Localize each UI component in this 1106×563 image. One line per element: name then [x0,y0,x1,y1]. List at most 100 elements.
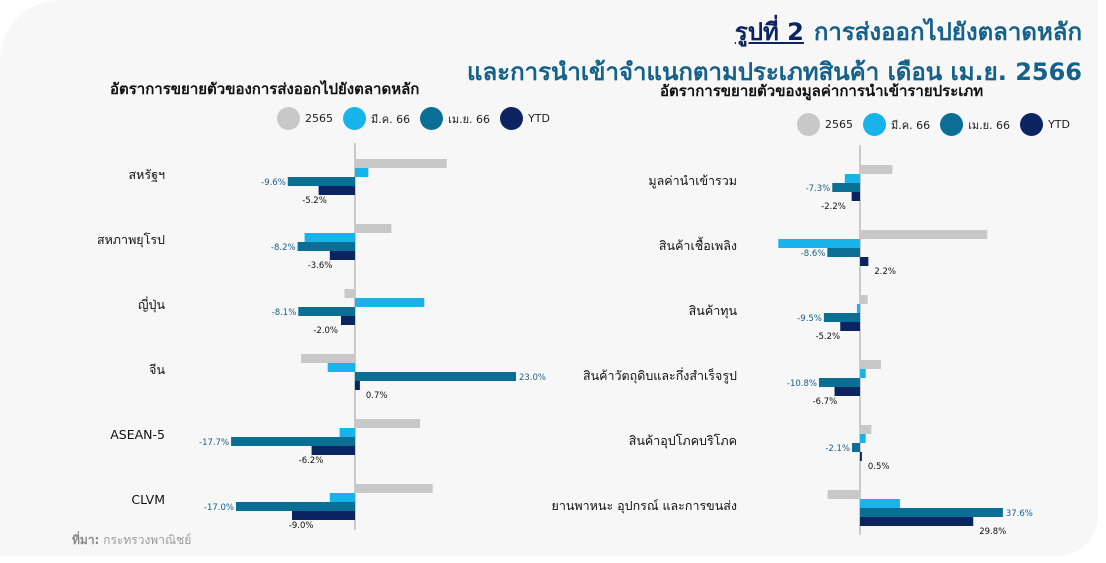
left-bar [355,372,516,381]
legend-swatch [500,107,524,130]
left-bar [355,419,421,428]
legend-swatch [863,113,886,136]
right-bar [860,360,881,369]
left-bar [341,316,355,325]
right-bar [827,490,860,499]
legend-item-mar66: มี.ค. 66 [863,113,930,136]
right-category-label: ยานพาหนะ อุปกรณ์ และการขนส่ง [552,498,737,514]
left-bar [355,298,425,307]
figure-title: รูปที่ 2 การส่งออกไปยังตลาดหลัก และการนำเ… [467,12,1082,91]
left-bar [339,428,355,437]
right-data-label: -10.8% [787,379,817,389]
legend-label: YTD [1048,118,1070,131]
right-bar [840,322,860,331]
right-data-label: 37.6% [1006,509,1033,519]
legend-swatch [940,113,964,136]
left-bar [355,381,360,390]
left-category-label: ญี่ปุ่น [138,296,166,313]
left-data-label: 23.0% [519,373,546,383]
left-chart-title: อัตราการขยายตัวของการส่งออกไปยังตลาดหลัก [110,80,420,98]
left-bar [287,177,355,186]
left-data-label: -3.6% [308,261,333,271]
legend-label: 2565 [825,118,853,131]
right-data-label: -7.3% [806,184,831,194]
right-bar [860,508,1003,517]
left-data-label: -9.6% [261,178,286,188]
legend-item-ytd: YTD [500,107,550,130]
legend-label: มี.ค. 66 [371,112,411,126]
right-bar [860,434,866,443]
left-data-label: -17.0% [204,503,234,513]
left-bar [355,484,433,493]
legend-item-mar66: มี.ค. 66 [343,107,410,130]
left-data-label: -2.0% [313,326,338,336]
right-bar [860,165,893,174]
left-category-label: สหรัฐฯ [129,167,166,182]
left-bar [301,354,355,363]
right-bar [860,369,866,378]
legend-swatch [420,107,444,130]
legend-item-ytd: YTD [1020,113,1070,136]
right-data-label: 2.2% [874,267,896,277]
right-bar [818,378,860,387]
right-bar [832,183,860,192]
right-chart-title: อัตราการขยายตัวของมูลค่าการนำเข้ารายประเ… [660,82,984,100]
source-note: ที่มา: กระทรวงพาณิชย์ [72,531,191,550]
legend-item-2565: 2565 [797,113,853,136]
right-category-label: สินค้าทุน [689,303,738,319]
right-bar [851,192,860,201]
right-bar [856,304,860,313]
title-text-line1: การส่งออกไปยังตลาดหลัก [813,18,1082,46]
left-category-label: CLVM [131,492,165,507]
left-bar [344,289,355,298]
left-bar [329,251,355,260]
left-bar [355,159,447,168]
right-bar [844,174,860,183]
left-data-label: -8.1% [272,308,297,318]
left-bar [355,224,392,233]
legend-swatch [797,113,820,136]
right-category-label: สินค้าอุปโภคบริโภค [629,433,737,449]
right-bar [778,239,860,248]
left-bar [355,168,369,177]
right-bar [860,425,872,434]
right-data-label: -6.7% [813,397,838,407]
legend-label: เม.ย. 66 [968,118,1011,132]
left-bar [318,186,355,195]
right-bar [852,443,860,452]
right-data-label: -2.1% [825,444,850,454]
legend-label: มี.ค. 66 [891,118,931,132]
left-category-label: ASEAN-5 [110,427,165,442]
figure-label: รูปที่ 2 [734,18,804,46]
left-data-label: -8.2% [271,243,296,253]
right-bar [834,387,860,396]
left-data-label: -5.2% [302,196,327,206]
legend-swatch [1020,113,1044,136]
left-bar [231,437,355,446]
right-data-label: -2.2% [821,202,846,212]
left-bar [297,242,355,251]
legend-item-apr66: เม.ย. 66 [420,107,490,130]
right-data-label: 29.8% [979,527,1006,537]
right-bar [860,499,900,508]
figure-title-line1: รูปที่ 2 การส่งออกไปยังตลาดหลัก [467,12,1082,51]
right-bar [823,313,860,322]
legend-label: YTD [528,112,550,125]
left-data-label: -6.2% [299,456,324,466]
right-data-label: 0.5% [868,462,890,472]
left-bar [311,446,355,455]
legend-swatch [343,107,366,130]
right-category-label: สินค้าเชื้อเพลิง [659,236,737,253]
left-bar [292,511,355,520]
right-bar [860,230,988,239]
figure-title-line2: และการนำเข้าจำแนกตามประเภทสินค้า เดือน เ… [467,58,1082,86]
right-category-label: มูลค่านำเข้ารวม [648,173,737,189]
left-bar [329,493,355,502]
right-bar [860,295,868,304]
legend-item-2565: 2565 [277,107,333,130]
source-label: ที่มา: [72,533,100,547]
left-bar [298,307,355,316]
left-bar [327,363,355,372]
